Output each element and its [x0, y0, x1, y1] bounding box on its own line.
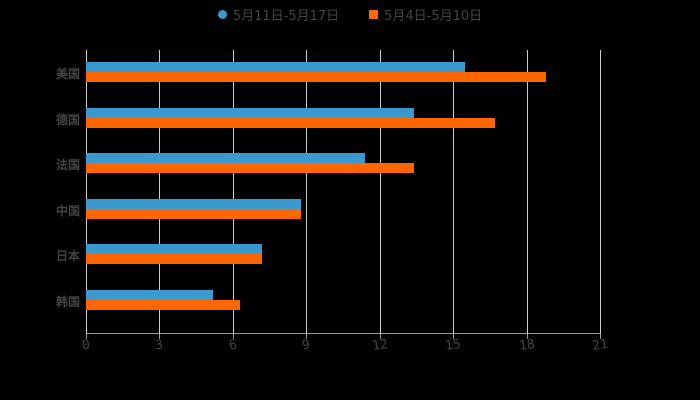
- legend-item-series-2[interactable]: 5月4日-5月10日: [369, 5, 482, 24]
- square-marker-icon: [369, 10, 379, 19]
- x-tick: [232, 334, 234, 339]
- x-tick-label: 12: [370, 336, 389, 355]
- bar[interactable]: [86, 289, 214, 300]
- category-label: 日本: [55, 249, 80, 263]
- legend-label: 5月4日-5月10日: [384, 9, 483, 24]
- x-tick-label: 6: [227, 337, 238, 354]
- gridline: [526, 50, 528, 334]
- gridline: [159, 50, 161, 334]
- x-tick-label: 0: [81, 337, 91, 354]
- x-tick-label: 21: [591, 336, 609, 355]
- x-tick: [600, 334, 601, 339]
- x-axis-line: [86, 333, 600, 334]
- bar[interactable]: [86, 117, 495, 128]
- x-tick-label: 18: [517, 336, 536, 355]
- x-tick: [86, 334, 87, 339]
- gridline: [379, 50, 381, 334]
- chart-legend: 5月11日-5月17日 5月4日-5月10日: [0, 5, 700, 24]
- bar[interactable]: [86, 163, 414, 173]
- x-tick-label: 9: [301, 337, 312, 354]
- gridline: [306, 50, 308, 334]
- gridline: [453, 50, 455, 334]
- x-tick: [159, 334, 161, 339]
- x-tick: [526, 334, 528, 339]
- x-tick-label: 15: [444, 336, 462, 355]
- plot-area: [86, 50, 601, 339]
- category-label: 法国: [55, 158, 80, 172]
- category-label: 德国: [55, 112, 80, 127]
- bar[interactable]: [86, 62, 466, 72]
- bar[interactable]: [86, 198, 302, 209]
- category-label: 美国: [55, 67, 80, 81]
- bar[interactable]: [86, 72, 547, 82]
- x-tick: [306, 334, 308, 339]
- category-label: 韩国: [55, 294, 80, 309]
- y-axis-line: [86, 50, 87, 334]
- gridline: [600, 50, 601, 334]
- x-tick: [379, 334, 381, 339]
- bar[interactable]: [86, 299, 241, 310]
- legend-item-series-1[interactable]: 5月11日-5月17日: [217, 5, 340, 24]
- x-tick: [453, 334, 455, 339]
- bar[interactable]: [86, 153, 366, 163]
- bar[interactable]: [86, 254, 263, 264]
- bar[interactable]: [86, 107, 414, 118]
- legend-label: 5月11日-5月17日: [232, 9, 340, 24]
- category-label: 中国: [55, 203, 80, 218]
- bar[interactable]: [86, 244, 263, 254]
- x-tick-label: 3: [154, 337, 165, 354]
- gridline: [232, 50, 234, 334]
- bar[interactable]: [86, 208, 302, 219]
- circle-marker-icon: [217, 10, 227, 19]
